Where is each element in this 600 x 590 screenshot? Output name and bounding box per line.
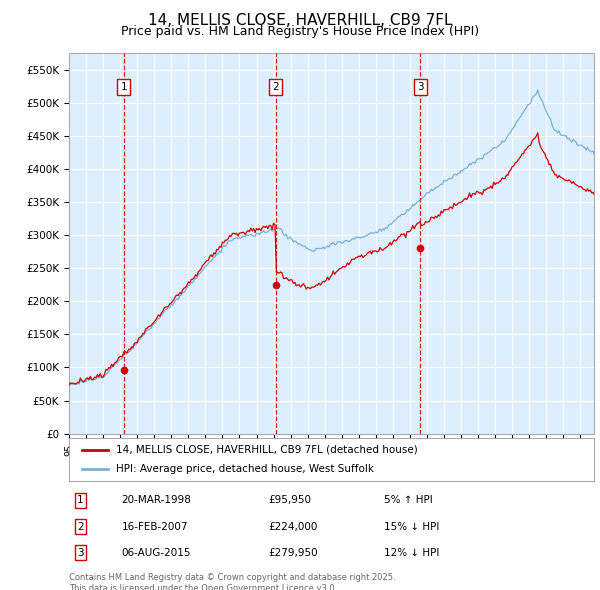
Text: 2: 2 <box>272 83 279 93</box>
Text: 16-FEB-2007: 16-FEB-2007 <box>121 522 188 532</box>
Text: £279,950: £279,950 <box>269 548 318 558</box>
Text: 12% ↓ HPI: 12% ↓ HPI <box>384 548 439 558</box>
Text: 5% ↑ HPI: 5% ↑ HPI <box>384 495 433 505</box>
Text: 1: 1 <box>121 83 127 93</box>
Text: 1: 1 <box>77 495 84 505</box>
Text: Price paid vs. HM Land Registry's House Price Index (HPI): Price paid vs. HM Land Registry's House … <box>121 25 479 38</box>
Text: 3: 3 <box>77 548 84 558</box>
Text: 14, MELLIS CLOSE, HAVERHILL, CB9 7FL: 14, MELLIS CLOSE, HAVERHILL, CB9 7FL <box>148 13 452 28</box>
Text: £95,950: £95,950 <box>269 495 311 505</box>
Text: 2: 2 <box>77 522 84 532</box>
Text: 3: 3 <box>417 83 424 93</box>
Text: 15% ↓ HPI: 15% ↓ HPI <box>384 522 439 532</box>
Text: 06-AUG-2015: 06-AUG-2015 <box>121 548 191 558</box>
Text: 20-MAR-1998: 20-MAR-1998 <box>121 495 191 505</box>
Text: 14, MELLIS CLOSE, HAVERHILL, CB9 7FL (detached house): 14, MELLIS CLOSE, HAVERHILL, CB9 7FL (de… <box>116 445 418 455</box>
Text: Contains HM Land Registry data © Crown copyright and database right 2025.
This d: Contains HM Land Registry data © Crown c… <box>69 573 395 590</box>
Text: £224,000: £224,000 <box>269 522 318 532</box>
Text: HPI: Average price, detached house, West Suffolk: HPI: Average price, detached house, West… <box>116 464 374 474</box>
